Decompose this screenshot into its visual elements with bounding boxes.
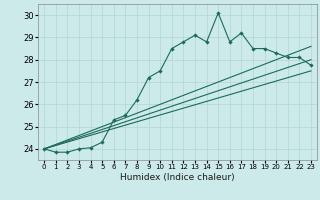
- X-axis label: Humidex (Indice chaleur): Humidex (Indice chaleur): [120, 173, 235, 182]
